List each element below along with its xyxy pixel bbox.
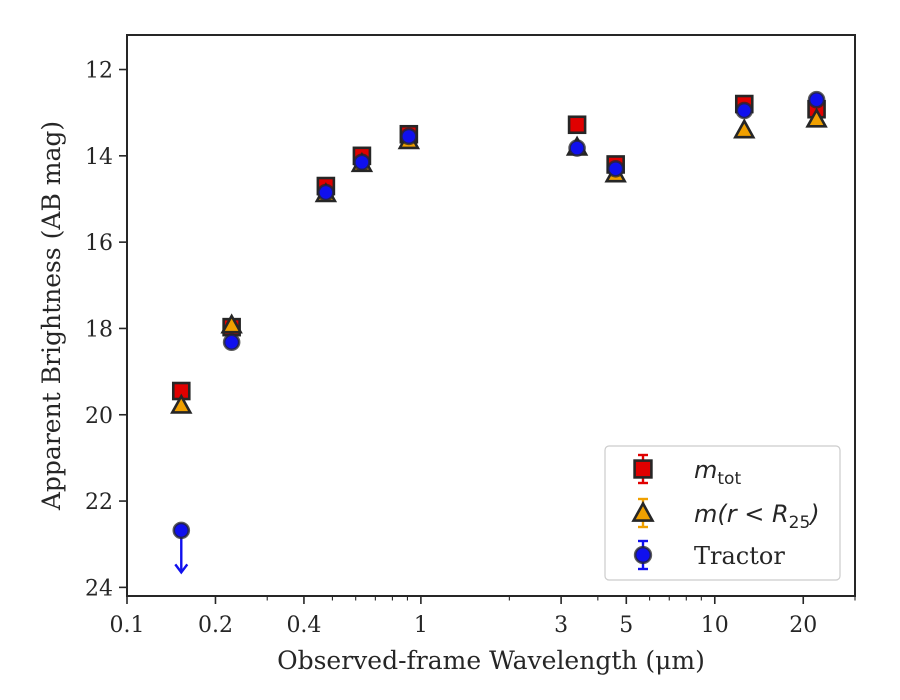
legend-marker-circle xyxy=(633,545,653,565)
y-tick-label: 20 xyxy=(85,404,113,429)
legend-marker-triangle xyxy=(631,500,655,522)
data-point-square xyxy=(567,115,587,135)
data-point-circle xyxy=(807,90,826,109)
data-point-circle xyxy=(400,127,418,146)
legend-label: Tractor xyxy=(694,542,785,570)
plot-frame xyxy=(126,34,856,597)
data-point-circle xyxy=(222,333,241,352)
legend-entry: Tractor xyxy=(633,539,785,571)
series-square xyxy=(171,94,826,401)
x-tick-label: 0.2 xyxy=(198,613,233,638)
x-tick-label: 10 xyxy=(701,613,729,638)
data-point-circle xyxy=(735,101,754,120)
data-point-triangle xyxy=(733,118,756,139)
x-axis-label: Observed-frame Wavelength (μm) xyxy=(277,646,705,675)
series-triangle xyxy=(170,107,828,414)
y-axis-ticks: 12 14 16 18 20 22 24 xyxy=(85,59,127,601)
data-point-triangle xyxy=(805,107,828,128)
data-point-circle xyxy=(353,153,371,172)
y-tick-label: 18 xyxy=(85,317,113,342)
upper-limit-arrowhead xyxy=(174,563,189,575)
data-point-circle xyxy=(568,139,586,157)
data-point-triangle xyxy=(220,313,243,334)
data-point-circle xyxy=(317,183,335,202)
data-point-circle xyxy=(172,521,191,540)
y-tick-label: 16 xyxy=(85,231,113,256)
x-axis-ticks: 0.1 0.2 0.4 1 3 5 10 20 xyxy=(110,596,856,638)
x-tick-label: 0.4 xyxy=(286,613,321,638)
x-tick-label: 0.1 xyxy=(110,613,145,638)
x-tick-label: 5 xyxy=(619,613,633,638)
x-tick-label: 1 xyxy=(414,613,428,638)
legend-box xyxy=(604,445,841,581)
y-tick-label: 24 xyxy=(85,576,113,601)
data-points xyxy=(170,90,828,575)
data-point-circle xyxy=(606,159,625,178)
y-tick-label: 14 xyxy=(85,145,113,170)
y-axis-label: Apparent Brightness (AB mag) xyxy=(37,121,66,511)
data-point-triangle xyxy=(170,393,193,414)
y-tick-label: 12 xyxy=(85,59,113,84)
legend-marker-square xyxy=(633,459,653,479)
y-tick-label: 22 xyxy=(85,490,113,515)
x-tick-label: 3 xyxy=(554,613,568,638)
series-circle xyxy=(172,90,826,575)
x-tick-label: 20 xyxy=(789,613,817,638)
